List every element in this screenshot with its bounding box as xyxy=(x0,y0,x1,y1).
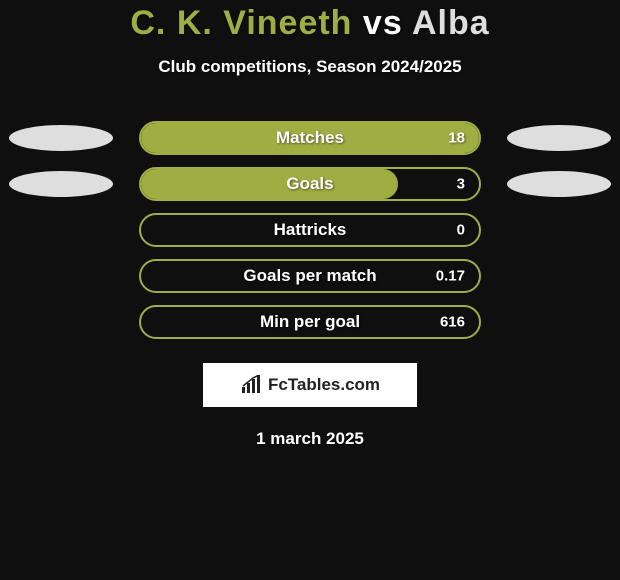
stat-bar: Goals3 xyxy=(139,167,481,201)
stats-rows: Matches18 Goals3 Hattricks0 Goals per match… xyxy=(9,121,611,351)
stat-label: Matches xyxy=(141,128,479,148)
date: 1 march 2025 xyxy=(256,429,364,449)
stat-value: 18 xyxy=(448,130,465,147)
page-title: C. K. Vineeth vs Alba xyxy=(130,4,489,43)
title-right: Alba xyxy=(412,4,490,42)
stat-row: Matches18 xyxy=(9,121,611,155)
brand-text: FcTables.com xyxy=(268,375,380,395)
stat-value: 0 xyxy=(457,222,465,239)
chart-icon xyxy=(240,375,264,395)
stat-bar: Min per goal616 xyxy=(139,305,481,339)
stat-value: 3 xyxy=(457,176,465,193)
container: C. K. Vineeth vs Alba Club competitions,… xyxy=(0,0,620,580)
player-right-ellipse xyxy=(507,125,611,151)
ellipse-spacer xyxy=(9,309,113,335)
stat-label: Min per goal xyxy=(141,312,479,332)
stat-label: Goals per match xyxy=(141,266,479,286)
title-vs: vs xyxy=(363,4,403,42)
stat-label: Hattricks xyxy=(141,220,479,240)
stat-row: Hattricks0 xyxy=(9,213,611,247)
stat-bar: Goals per match0.17 xyxy=(139,259,481,293)
stat-value: 0.17 xyxy=(436,268,465,285)
stat-bar: Matches18 xyxy=(139,121,481,155)
title-left: C. K. Vineeth xyxy=(130,4,352,42)
stat-value: 616 xyxy=(440,314,465,331)
player-left-ellipse xyxy=(9,125,113,151)
ellipse-spacer xyxy=(9,217,113,243)
stat-row: Min per goal616 xyxy=(9,305,611,339)
brand-box: FcTables.com xyxy=(203,363,417,407)
ellipse-spacer xyxy=(9,263,113,289)
ellipse-spacer xyxy=(507,309,611,335)
stat-row: Goals3 xyxy=(9,167,611,201)
stat-row: Goals per match0.17 xyxy=(9,259,611,293)
stat-bar: Hattricks0 xyxy=(139,213,481,247)
player-right-ellipse xyxy=(507,171,611,197)
ellipse-spacer xyxy=(507,263,611,289)
player-left-ellipse xyxy=(9,171,113,197)
stat-label: Goals xyxy=(141,174,479,194)
ellipse-spacer xyxy=(507,217,611,243)
subtitle: Club competitions, Season 2024/2025 xyxy=(158,57,461,77)
